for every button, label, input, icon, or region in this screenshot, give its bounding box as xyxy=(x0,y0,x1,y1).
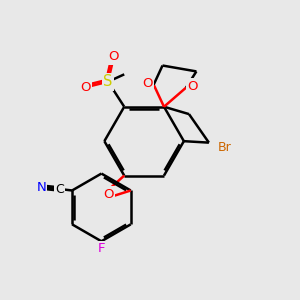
Text: O: O xyxy=(80,81,90,94)
Text: N: N xyxy=(36,181,46,194)
Text: Br: Br xyxy=(217,141,231,154)
Text: O: O xyxy=(103,188,113,201)
Text: C: C xyxy=(56,182,64,196)
Text: S: S xyxy=(103,74,113,89)
Text: O: O xyxy=(142,77,153,90)
Text: F: F xyxy=(98,242,105,255)
Text: O: O xyxy=(109,50,119,63)
Text: O: O xyxy=(187,80,198,93)
